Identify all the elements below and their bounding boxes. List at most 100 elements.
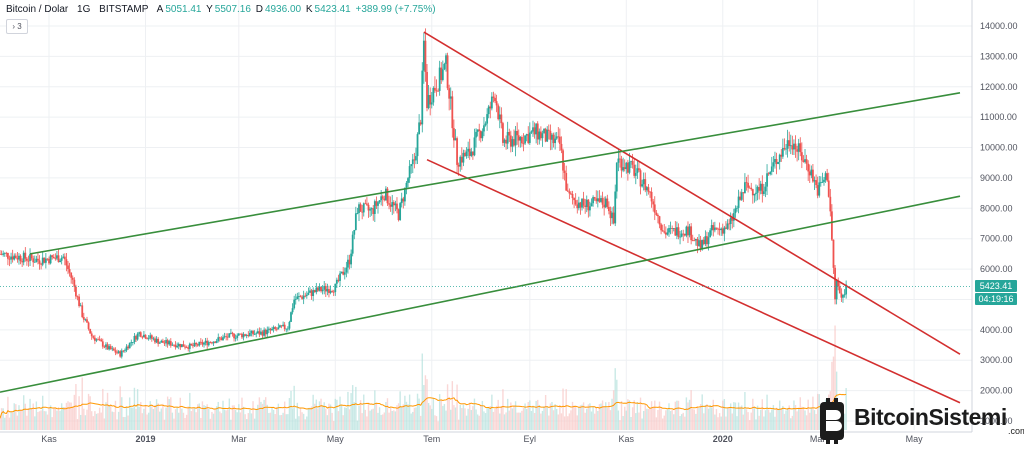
candle-body	[448, 88, 451, 99]
candle-body	[291, 308, 294, 313]
candle-body	[155, 338, 158, 343]
volume-bar	[418, 398, 420, 430]
candle-body	[769, 171, 772, 175]
volume-bar	[465, 415, 468, 430]
volume-bar	[263, 399, 265, 430]
volume-bar	[144, 404, 147, 430]
candle-body	[138, 332, 141, 334]
candle-body	[100, 339, 103, 342]
volume-bar	[157, 403, 159, 430]
indicators-toggle-button[interactable]: › 3	[6, 19, 28, 34]
volume-bar	[600, 403, 602, 430]
candle-body	[838, 286, 841, 294]
candle-body	[634, 173, 637, 176]
volume-bar	[198, 403, 200, 430]
volume-bar	[184, 417, 186, 430]
candle-body	[508, 131, 511, 136]
volume-bar	[469, 402, 471, 430]
countdown-badge: 04:19:16	[975, 293, 1017, 305]
volume-bar	[48, 408, 50, 430]
volume-bar	[329, 404, 332, 430]
candle-body	[619, 158, 621, 160]
low-label: D	[255, 4, 263, 15]
candle-body	[332, 291, 335, 293]
candle-body	[304, 295, 307, 297]
candle-body	[701, 239, 704, 249]
volume-bar	[282, 412, 284, 430]
bitcoinsistemi-logo: BitcoinSistemi .com	[812, 396, 1024, 446]
candle-body	[552, 134, 555, 144]
candle-body	[740, 192, 743, 200]
candle-body	[342, 271, 345, 275]
candle-body	[13, 255, 16, 260]
volume-bar	[511, 408, 514, 430]
candle-body	[600, 198, 602, 202]
volume-bar	[462, 404, 465, 430]
volume-bar	[54, 408, 57, 430]
candle-body	[27, 260, 30, 262]
volume-bar	[518, 412, 520, 430]
candle-body	[316, 287, 319, 291]
volume-bar	[152, 409, 155, 430]
candle-body	[622, 167, 625, 171]
volume-bar	[549, 403, 552, 430]
candle-body	[260, 331, 262, 335]
volume-bar	[478, 415, 480, 430]
volume-bar	[92, 416, 95, 430]
volume-bar	[279, 415, 281, 430]
volume-bar	[389, 407, 392, 430]
candle-body	[563, 170, 566, 173]
candle-body	[486, 114, 489, 124]
candle-body	[298, 296, 300, 297]
candle-body	[40, 263, 43, 265]
candle-body	[495, 101, 498, 106]
candle-body	[182, 344, 185, 347]
volume-bar	[149, 401, 151, 430]
volume-bar	[67, 401, 69, 430]
candle-body	[729, 217, 732, 225]
close-value: 5423.41	[314, 4, 351, 15]
volume-bar	[124, 417, 126, 430]
candle-body	[524, 135, 526, 144]
candle-body	[829, 196, 832, 212]
volume-bar	[200, 417, 202, 430]
candle-body	[84, 319, 87, 321]
candle-body	[283, 324, 286, 329]
volume-bar	[30, 408, 33, 430]
volume-bar	[70, 402, 72, 430]
candle-body	[426, 71, 428, 109]
candle-body	[843, 294, 846, 296]
volume-bar	[718, 413, 721, 430]
volume-bar	[676, 400, 678, 430]
candle-body	[783, 148, 786, 150]
candle-body	[135, 335, 137, 340]
volume-bar	[556, 408, 558, 430]
volume-bar	[775, 407, 778, 430]
interval-label[interactable]: 1G	[77, 4, 91, 15]
volume-bar	[397, 403, 400, 430]
volume-bar	[663, 415, 665, 430]
volume-bar	[843, 413, 846, 430]
candle-body	[490, 96, 493, 109]
candle-body	[348, 259, 351, 265]
candle-body	[89, 328, 92, 334]
candle-body	[494, 97, 496, 102]
volume-bar	[685, 397, 688, 430]
candle-body	[334, 283, 337, 293]
volume-bar	[163, 419, 166, 430]
volume-bar	[201, 401, 204, 430]
volume-bar	[470, 410, 473, 430]
candle-body	[326, 289, 329, 292]
candle-body	[92, 336, 95, 338]
volume-bar	[510, 402, 512, 430]
volume-bar	[8, 417, 11, 430]
candle-body	[755, 192, 757, 194]
candle-body	[63, 256, 66, 260]
candle-body	[498, 114, 501, 120]
candle-body	[478, 129, 481, 131]
volume-bar	[328, 403, 330, 430]
candle-body	[256, 331, 259, 334]
candle-body	[233, 333, 235, 339]
volume-bar	[674, 401, 677, 430]
